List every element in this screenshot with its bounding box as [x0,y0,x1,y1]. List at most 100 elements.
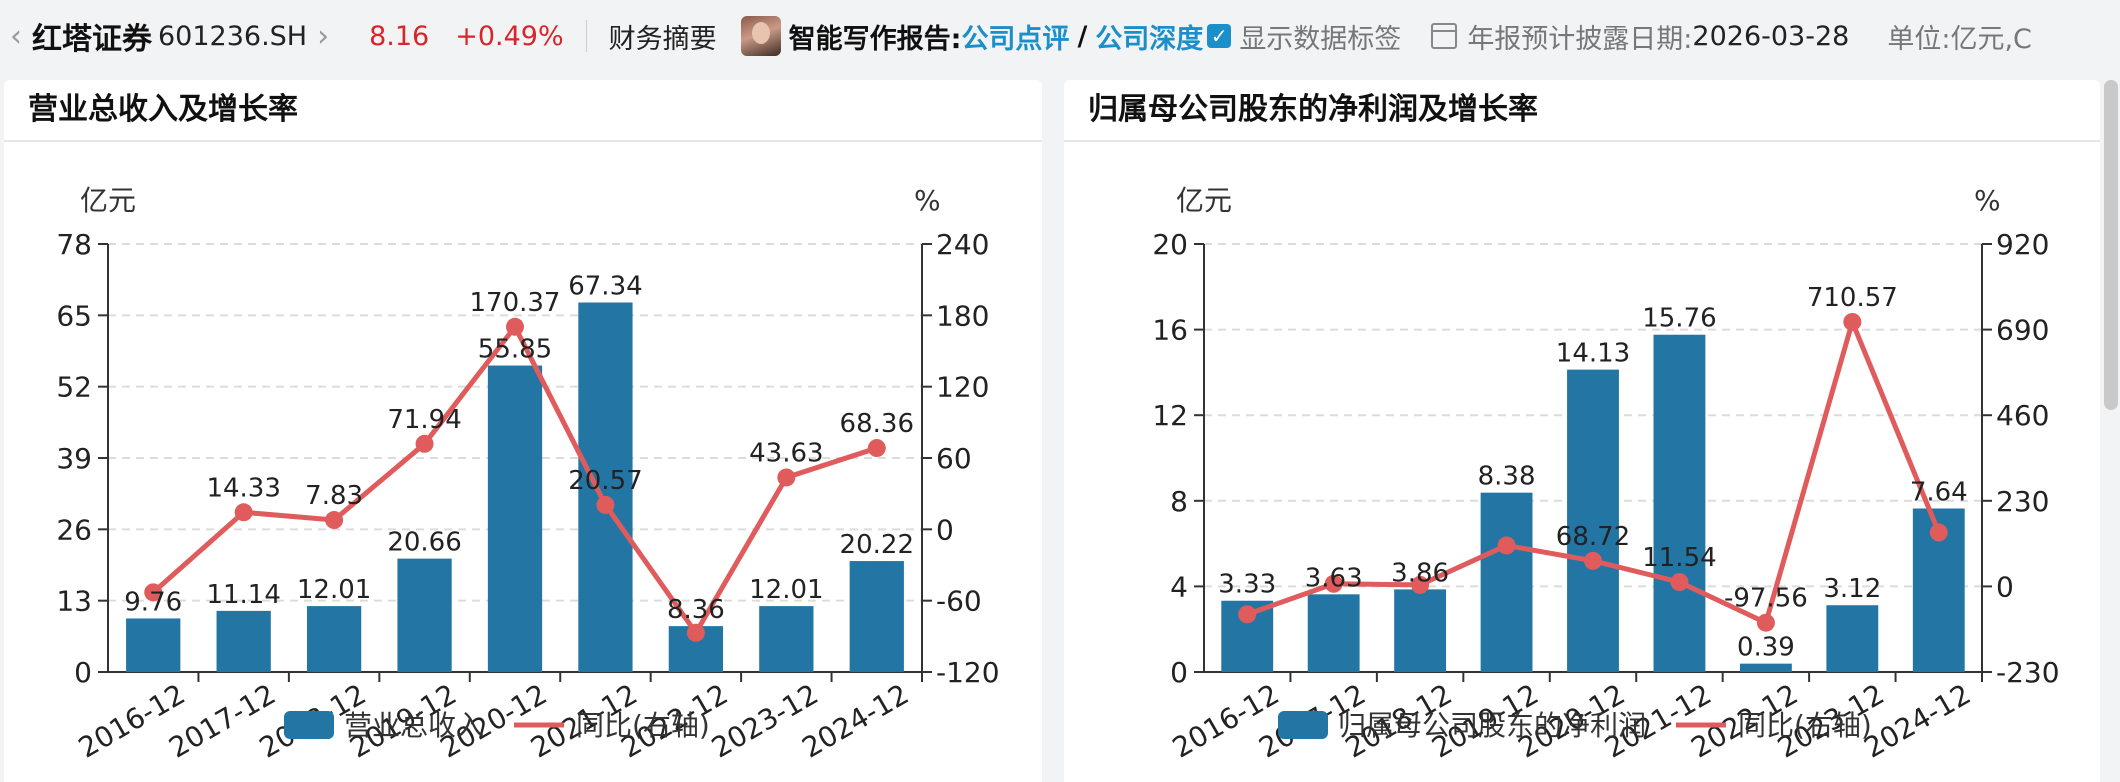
left-tick-label: 26 [56,513,92,546]
scrollbar[interactable] [2104,80,2118,410]
right-tick-label: -230 [1996,656,2060,689]
calendar-icon [1431,23,1458,49]
line-label: 43.63 [749,438,823,468]
line-label: 71.94 [387,405,461,435]
right-tick-label: 240 [936,228,989,261]
yoy-point [777,468,796,487]
legend-line-label: 同比(右轴) [1738,709,1872,742]
bar-label: 14.13 [1556,339,1630,369]
checkbox-checked-icon[interactable]: ✓ [1207,24,1232,48]
right-tick-label: 230 [1996,485,2049,518]
line-label: 7.83 [305,481,363,511]
right-tick-label: 920 [1996,228,2049,261]
right-tick-label: -120 [936,656,1000,689]
yoy-point [1497,536,1516,555]
yoy-point [1584,551,1602,570]
left-tick-label: 12 [1152,399,1188,432]
left-tick-label: 78 [56,228,92,261]
stock-price: 8.16 [369,20,430,52]
stock-name: 红塔证券 [32,22,152,57]
legend-bar-label: 归属母公司股东的净利润 [1338,709,1646,742]
right-axis-unit: % [1974,184,2001,217]
left-tick-label: 20 [1152,228,1188,261]
chart-title: 归属母公司股东的净利润及增长率 [1064,80,2100,142]
bar [126,618,181,672]
net-profit-chart: 亿元%048121620-23002304606909202016-122017… [1152,184,2060,765]
yoy-point [1843,312,1862,331]
yoy-point [325,511,344,530]
bar [1394,589,1447,672]
right-tick-label: 120 [936,371,989,404]
bar [1739,663,1792,672]
bar [306,606,362,672]
legend-bar-swatch [1278,711,1328,739]
bar-label: 12.01 [297,575,371,605]
chevron-left-icon[interactable]: ‹ [10,18,22,54]
revenue-chart-panel: 营业总收入及增长率 亿元% 0 13 26 39 52 65 78 -120 -60 0 60 120 1… [4,80,1042,782]
line-label: 170.37 [470,288,561,318]
legend-line-label: 同比(右轴) [576,709,710,742]
bar [1307,594,1360,672]
show-labels-text[interactable]: 显示数据标签 [1239,23,1402,55]
bar [216,610,271,672]
yoy-point [596,495,615,514]
left-tick-label: 4 [1170,570,1188,603]
chevron-right-icon[interactable]: › [317,18,330,54]
right-tick-label: 60 [936,442,972,475]
bar-label: 20.66 [387,528,461,558]
company-review-link[interactable]: 公司点评 [961,23,1070,55]
left-tick-label: 16 [1152,314,1188,347]
yoy-point [234,503,253,522]
bar-label: 12.01 [749,575,823,605]
bar-label: 8.38 [1478,462,1536,492]
bar-label: 3.63 [1305,563,1363,593]
left-tick-label: 0 [1170,656,1188,689]
yoy-point [686,623,705,642]
bar [487,365,543,672]
bar [759,606,814,672]
financial-summary-tab[interactable]: 财务摘要 [608,23,717,55]
line-label: 710.57 [1807,283,1898,313]
bar [1826,605,1879,672]
yoy-point [1670,573,1689,592]
line-label: 14.33 [206,473,280,503]
bar-label: 3.86 [1391,558,1449,588]
bar-label: 67.34 [568,271,642,301]
yoy-point [415,434,434,453]
left-tick-label: 8 [1170,485,1188,518]
company-deep-link[interactable]: 公司深度 [1095,23,1204,55]
left-tick-label: 13 [56,585,92,618]
line-label: 68.36 [840,409,914,439]
left-tick-label: 65 [56,299,92,332]
bar [578,302,633,672]
right-tick-label: 690 [1996,314,2049,347]
yoy-point [1324,574,1343,593]
bar-label: 0.39 [1737,633,1795,663]
unit-label: 单位:亿元,C [1887,23,2032,55]
bar-label: 11.14 [206,580,280,610]
bar [1480,492,1533,672]
yoy-point [867,439,886,458]
link-separator: / [1077,20,1088,52]
price-change: +0.49% [455,20,564,52]
bar-label: 55.85 [478,335,552,365]
disclosure-label: 年报预计披露日期: [1467,23,1693,55]
line-label: 68.72 [1556,522,1630,552]
bar-label: 20.22 [840,530,914,560]
right-tick-label: 0 [936,513,954,546]
line-label: 11.54 [1642,543,1716,573]
left-axis-unit: 亿元 [80,184,136,217]
bar [849,561,904,672]
legend-bar-label: 营业总收入 [344,709,484,742]
right-axis-unit: % [914,184,941,217]
net-profit-chart-panel: 归属母公司股东的净利润及增长率 亿元% 0 4 8 12 16 20 -230 0 230 460 6… [1064,80,2100,782]
right-tick-label: 180 [936,299,989,332]
right-tick-label: 0 [1996,570,2014,603]
bar [1567,369,1619,672]
report-label: 智能写作报告: [788,23,962,55]
divider [585,20,587,52]
legend-bar-swatch [284,711,334,739]
left-axis-unit: 亿元 [1176,184,1232,217]
bar-label: 8.36 [667,595,725,625]
bar-label: 3.12 [1823,574,1881,604]
